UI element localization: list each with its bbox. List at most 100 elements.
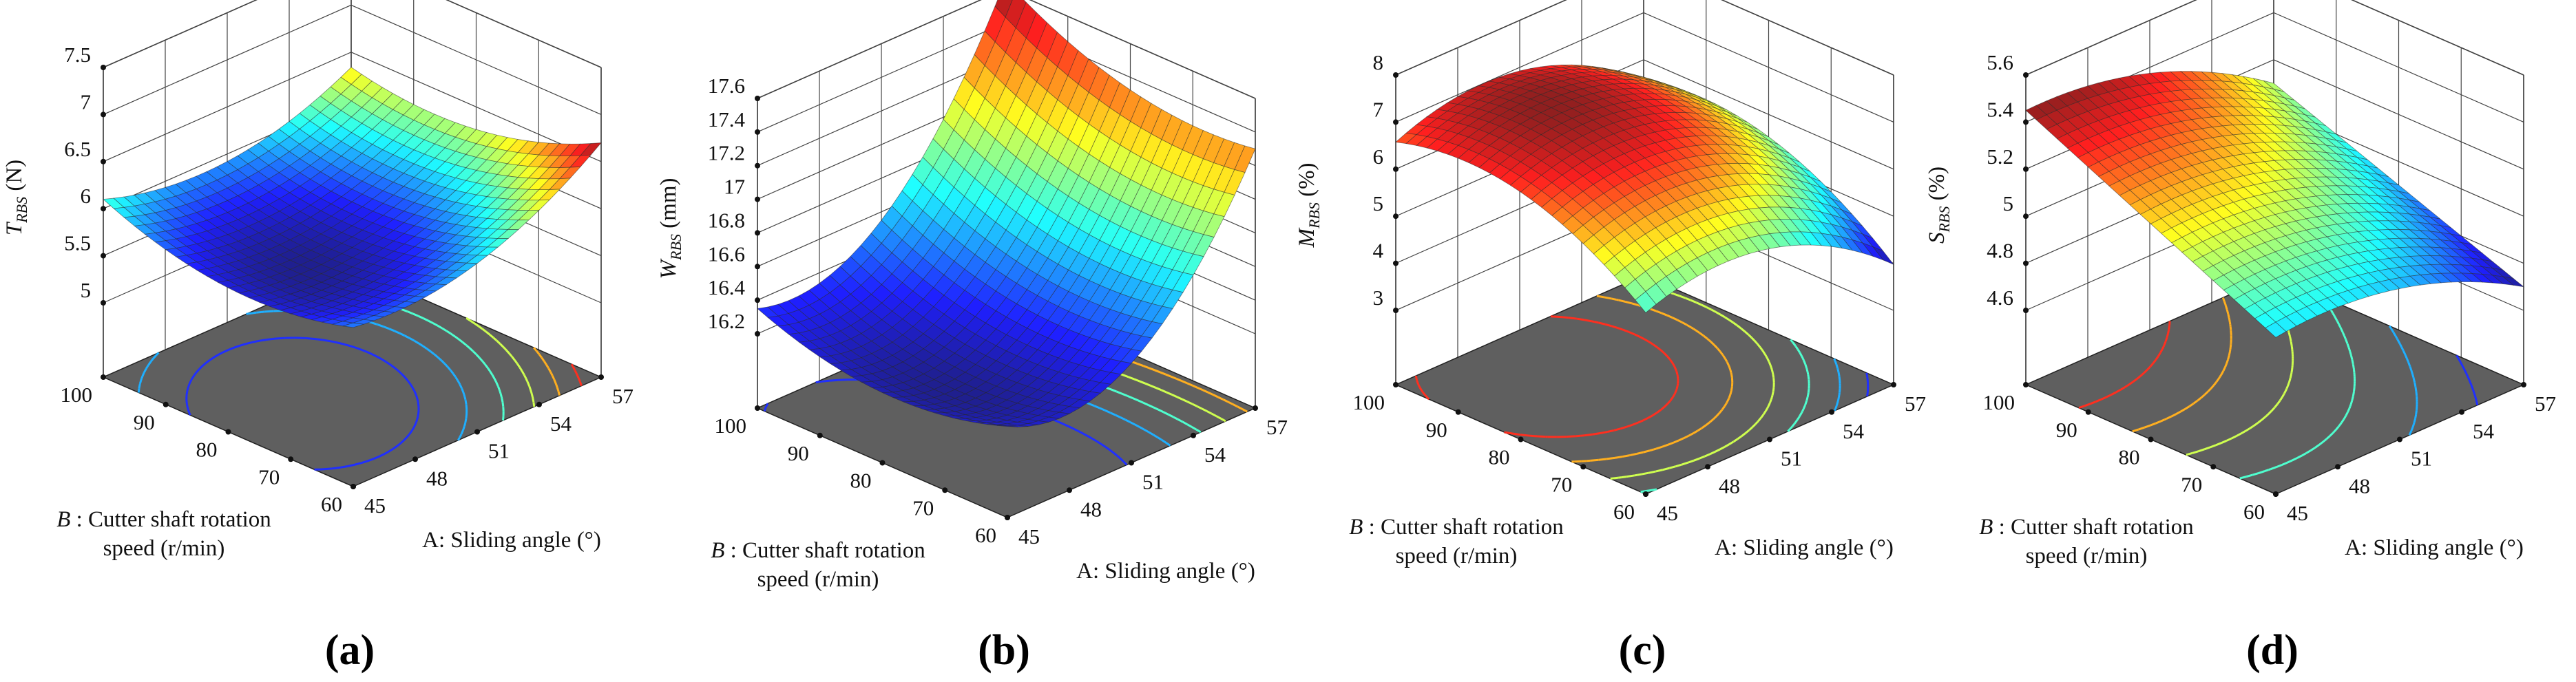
contour-segment [2144, 424, 2150, 429]
surface-patch [2265, 321, 2287, 338]
a-axis-tick [412, 456, 418, 462]
contour-segment [1093, 405, 1100, 409]
b-axis-tick [1455, 409, 1461, 415]
contour-segment [499, 343, 505, 348]
contour-segment [2227, 355, 2230, 360]
contour-segment [213, 354, 219, 359]
b-axis-title-line2: speed (r/min) [103, 536, 225, 561]
contour-segment [1604, 296, 1612, 300]
contour-segment [2400, 346, 2405, 351]
contour-segment [1177, 418, 1182, 423]
contour-segment [2338, 323, 2342, 328]
b-axis-tick [2085, 409, 2091, 415]
a-axis-title: A: Sliding angle (°) [2345, 535, 2524, 560]
contour-segment [141, 372, 145, 377]
b-axis-tick [101, 374, 106, 380]
contour-segment [383, 326, 390, 330]
contour-segment [504, 348, 507, 351]
a-axis-tick [1891, 382, 1896, 387]
contour-segment [452, 373, 457, 378]
contour-segment [1513, 432, 1521, 436]
contour-segment [386, 361, 391, 366]
contour-segment [1131, 361, 1138, 365]
z-tick-label: 8 [1373, 50, 1384, 74]
contour-segment [2340, 328, 2344, 332]
contour-segment [547, 367, 552, 373]
contour-segment [526, 381, 530, 387]
contour-segment [1761, 349, 1764, 352]
z-tick-label: 5.6 [1987, 50, 2013, 74]
contour-segment [1719, 446, 1726, 451]
contour-segment [1648, 341, 1654, 345]
contour-segment [417, 315, 424, 319]
contour-segment [2402, 350, 2407, 355]
contour-segment [1690, 326, 1695, 330]
contour-segment [1173, 416, 1179, 420]
contour-segment [227, 347, 234, 351]
contour-segment [2396, 339, 2401, 344]
z-axis-tick [101, 65, 106, 70]
contour-segment [1505, 431, 1514, 435]
contour-segment [465, 317, 471, 321]
contour-segment [1158, 408, 1164, 414]
contour-segment [1693, 457, 1700, 462]
contour-segment [2100, 396, 2107, 401]
contour-segment [1677, 319, 1683, 323]
contour-segment [1593, 321, 1599, 324]
contour-segment [454, 335, 460, 341]
contour-segment [1669, 396, 1674, 401]
wall-gridline [1395, 12, 1644, 122]
z-axis-title: MRBS (%) [1295, 162, 1323, 248]
z-axis-tick [755, 297, 760, 303]
z-tick-label: 5 [1373, 191, 1384, 215]
b-axis-tick [2148, 436, 2154, 443]
contour-segment [1748, 426, 1753, 431]
contour-segment [2459, 361, 2462, 363]
contour-segment [2159, 348, 2164, 354]
contour-segment [1144, 428, 1150, 434]
contour-segment [1801, 410, 1803, 414]
contour-segment [2349, 351, 2352, 355]
a-axis-title: A: Sliding angle (°) [1076, 559, 1255, 584]
contour-segment [1160, 389, 1167, 394]
contour-segment [457, 437, 461, 441]
b-axis-tick [879, 460, 886, 466]
contour-segment [1655, 445, 1663, 450]
z-tick-label: 6 [81, 184, 92, 208]
contour-line [1833, 358, 1841, 412]
wall-gridline [103, 52, 352, 162]
surface-patch [342, 322, 364, 328]
contour-segment [535, 350, 541, 355]
contour-segment [525, 378, 529, 382]
contour-segment [416, 398, 419, 402]
contour-segment [1726, 398, 1730, 403]
contour-segment [1167, 413, 1174, 418]
contour-segment [1104, 409, 1111, 414]
contour-segment [764, 407, 767, 410]
contour-segment [1761, 350, 1766, 355]
a-tick-label: 51 [1781, 447, 1802, 471]
contour-segment [478, 356, 483, 362]
contour-segment [222, 349, 229, 354]
b-tick-label: 60 [321, 492, 342, 516]
contour-segment [1631, 302, 1639, 306]
contour-segment [1762, 413, 1765, 416]
contour-segment [2155, 355, 2159, 360]
contour-segment [2240, 429, 2246, 435]
contour-segment [464, 418, 468, 423]
contour-segment [1807, 392, 1810, 396]
contour-segment [2474, 396, 2478, 401]
contour-segment [1133, 378, 1140, 383]
contour-segment [404, 334, 410, 339]
contour-segment [1741, 432, 1746, 438]
b-axis-tick [2023, 382, 2029, 387]
contour-segment [1836, 401, 1839, 406]
contour-segment [2132, 428, 2139, 433]
contour-segment [393, 367, 397, 370]
contour-segment [1598, 321, 1606, 326]
contour-segment [2186, 451, 2193, 456]
contour-segment [1695, 301, 1702, 306]
contour-segment [1770, 396, 1773, 400]
contour-segment [2180, 408, 2186, 413]
contour-segment [377, 323, 384, 328]
